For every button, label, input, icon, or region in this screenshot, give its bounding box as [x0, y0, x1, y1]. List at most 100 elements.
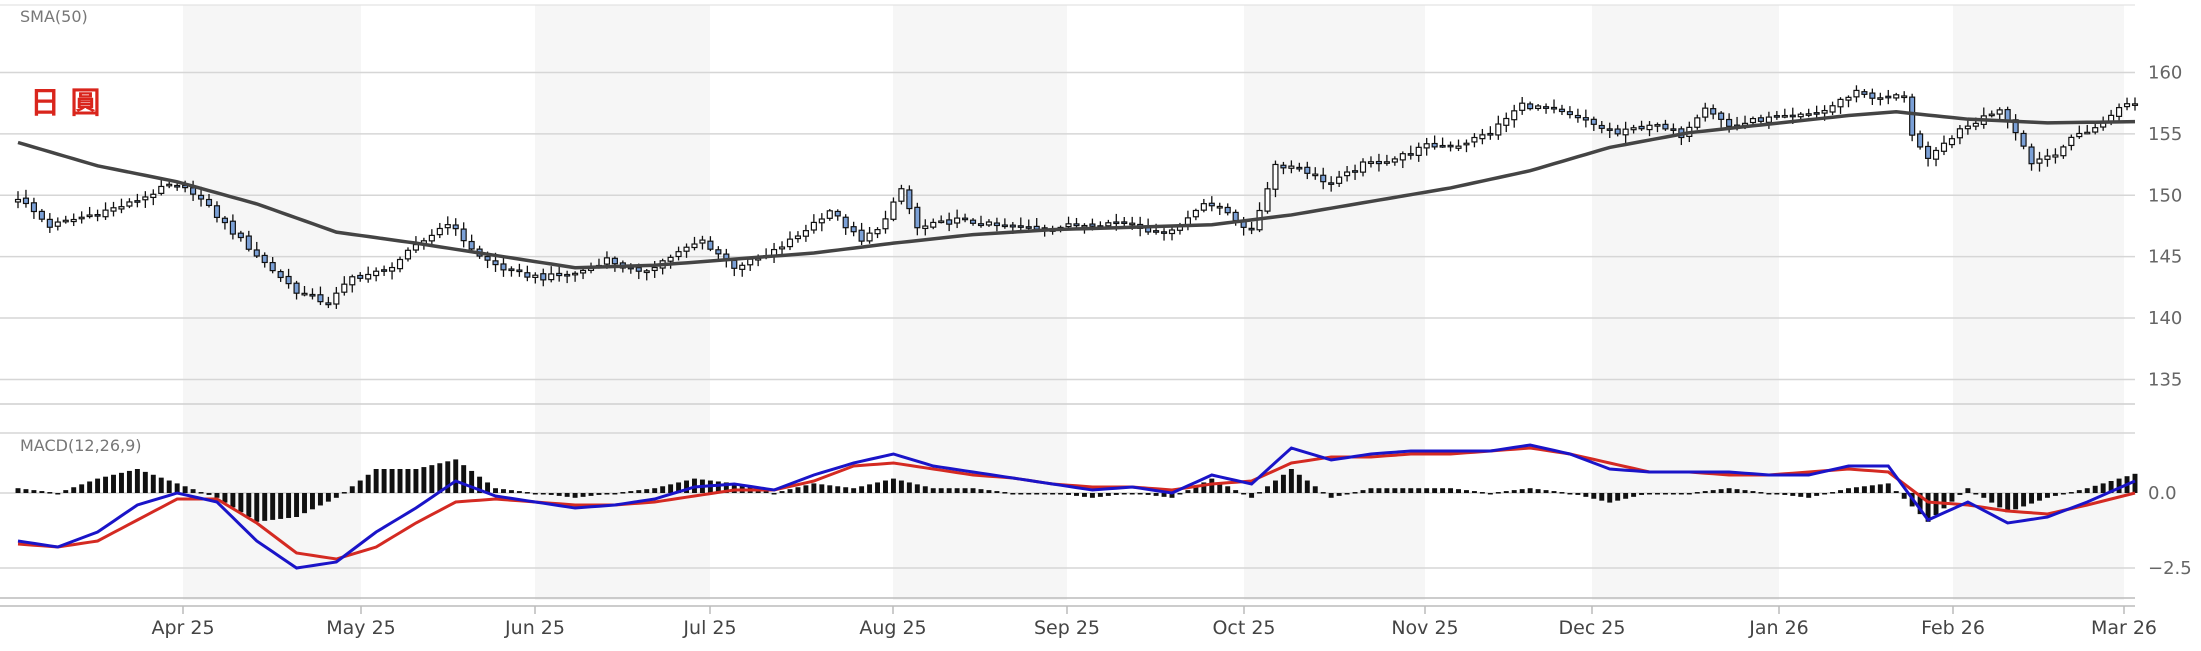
- histogram-bar: [158, 477, 164, 493]
- histogram-bar: [898, 480, 904, 493]
- histogram-bar: [1718, 489, 1724, 493]
- x-tick-label: Apr 25: [151, 617, 214, 639]
- candle-body: [1503, 117, 1510, 126]
- candle-body: [1925, 145, 1932, 159]
- candle-body: [1869, 92, 1876, 99]
- candle-body: [388, 266, 396, 272]
- candle-body: [1542, 106, 1550, 109]
- candle-body: [508, 268, 515, 272]
- candle-body: [2060, 146, 2067, 157]
- histogram-bar: [1479, 492, 1485, 494]
- candle-body: [993, 222, 1000, 227]
- histogram-bar: [1376, 488, 1382, 493]
- candle-body: [707, 240, 714, 250]
- candle-body: [874, 229, 881, 235]
- candle-body: [1487, 132, 1494, 136]
- histogram-bar: [1758, 492, 1764, 494]
- histogram-bar: [1631, 493, 1637, 497]
- candle-body: [1399, 153, 1406, 161]
- histogram-bar: [1320, 492, 1326, 494]
- histogram-bar: [2100, 483, 2106, 493]
- histogram-bar: [1097, 493, 1103, 497]
- histogram-bar: [2005, 493, 2011, 513]
- candle-body: [1574, 114, 1581, 119]
- chart-title: 日 圓: [30, 86, 100, 121]
- histogram-bar: [1686, 493, 1692, 495]
- histogram-bar: [1949, 493, 1955, 502]
- price-gridlines: [0, 4, 2135, 405]
- histogram-bar: [684, 480, 689, 493]
- candle-body: [1081, 224, 1088, 228]
- month-band: [535, 5, 710, 600]
- histogram-bar: [1440, 488, 1446, 493]
- histogram-bar: [1885, 483, 1891, 493]
- histogram-bar: [1034, 493, 1040, 495]
- histogram-bar: [1042, 493, 1048, 495]
- candle-body: [46, 218, 53, 228]
- histogram-bar: [644, 489, 650, 493]
- histogram-bar: [636, 490, 642, 493]
- candle-body: [969, 219, 977, 224]
- histogram-bar: [373, 469, 379, 493]
- histogram-bar: [771, 493, 777, 495]
- candle-body: [1160, 231, 1168, 234]
- candle-body: [1940, 142, 1948, 152]
- candle-body: [2020, 132, 2027, 147]
- candle-body: [1654, 124, 1661, 127]
- month-band: [1592, 5, 1779, 600]
- candle-body: [1885, 95, 1892, 99]
- candle-body: [2084, 131, 2091, 135]
- histogram-bar: [23, 489, 29, 493]
- candle-body: [946, 219, 953, 225]
- candle-body: [1964, 125, 1971, 130]
- candle-body: [2028, 146, 2035, 165]
- histogram-bar: [1527, 488, 1533, 493]
- candle-body: [1598, 124, 1605, 129]
- histogram-bar: [859, 486, 865, 493]
- candle-body: [428, 234, 435, 242]
- histogram-bar: [1304, 480, 1310, 493]
- candle-body: [1264, 188, 1271, 212]
- candle-body: [1439, 144, 1446, 148]
- candlesticks: [14, 85, 2139, 309]
- candle-body: [86, 214, 93, 218]
- histogram-bar: [1575, 493, 1581, 495]
- candle-body: [898, 188, 905, 202]
- candle-body: [1917, 133, 1924, 148]
- candle-body: [914, 206, 921, 229]
- histogram-bar: [1193, 486, 1199, 493]
- histogram-bar: [994, 491, 1000, 493]
- candle-body: [1845, 96, 1852, 101]
- candle-body: [930, 221, 937, 228]
- histogram-bar: [1607, 493, 1613, 503]
- sma-indicator-label: SMA(50): [20, 7, 88, 26]
- candle-body: [635, 267, 642, 272]
- candle-body: [922, 225, 929, 230]
- histogram-bar: [63, 490, 69, 493]
- candle-body: [1710, 108, 1717, 115]
- histogram-bar: [1272, 480, 1278, 493]
- candle-body: [293, 282, 300, 294]
- candle-body: [715, 249, 722, 255]
- histogram-bar: [150, 474, 156, 493]
- histogram-bar: [1917, 493, 1923, 515]
- month-bands: [183, 5, 2124, 600]
- candle-body: [142, 196, 149, 201]
- histogram-bar: [1853, 487, 1859, 493]
- histogram-bar: [230, 493, 236, 508]
- candle-body: [1789, 114, 1796, 118]
- histogram-bar: [1957, 493, 1963, 495]
- candle-body: [1017, 225, 1024, 228]
- histogram-bar: [580, 493, 586, 497]
- candle-body: [564, 273, 571, 277]
- histogram-bar: [1105, 493, 1111, 496]
- histogram-bar: [1519, 489, 1525, 493]
- histogram-bar: [763, 491, 769, 493]
- candle-body: [1901, 95, 1908, 99]
- histogram-bar: [1503, 491, 1509, 493]
- candle-body: [1312, 173, 1319, 177]
- histogram-bar: [1997, 493, 2003, 508]
- candle-body: [134, 200, 141, 203]
- histogram-bar: [1591, 493, 1597, 499]
- candle-body: [110, 207, 117, 212]
